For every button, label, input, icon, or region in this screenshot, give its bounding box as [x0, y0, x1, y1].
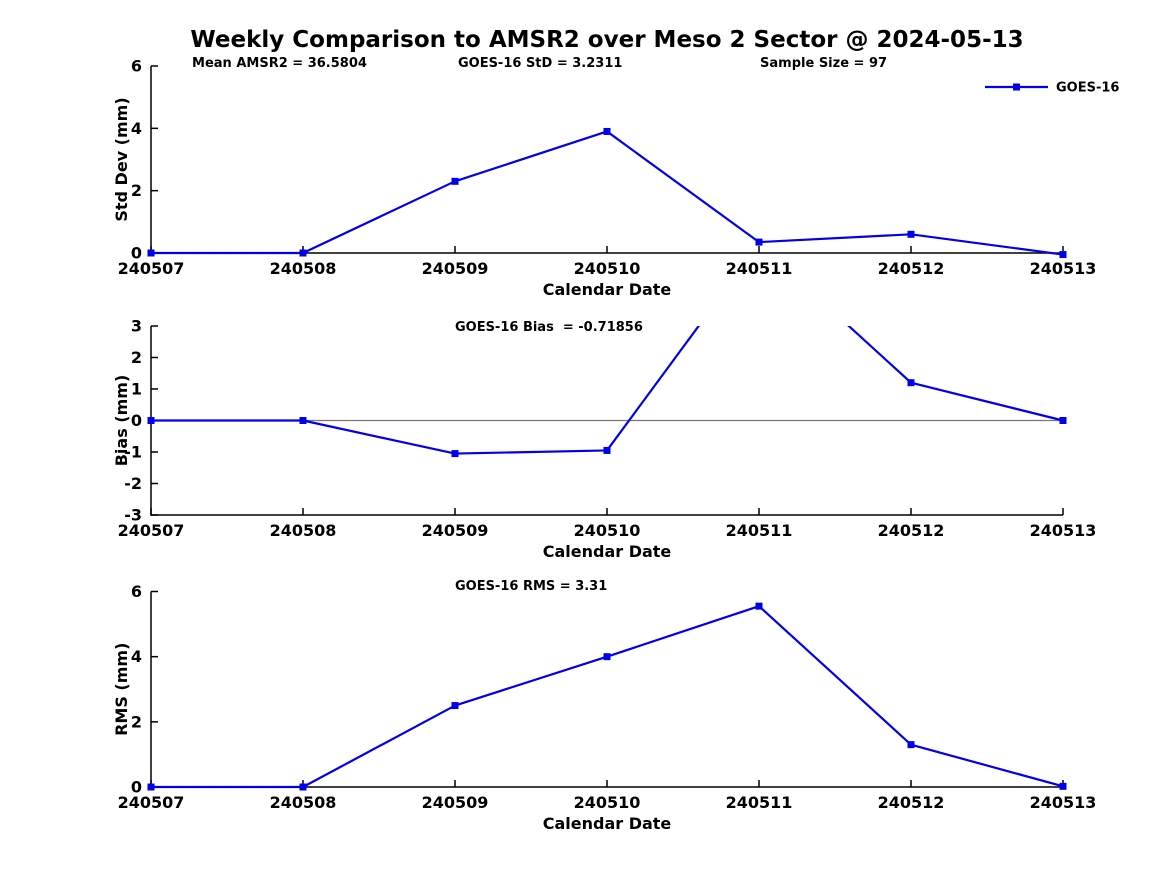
data-point-marker [603, 127, 611, 135]
annotation-text: Sample Size = 97 [760, 56, 887, 71]
annotation-text: GOES-16 StD = 3.2311 [458, 56, 622, 71]
chart-title: Weekly Comparison to AMSR2 over Meso 2 S… [190, 27, 1024, 53]
x-tick-label: 240513 [1030, 259, 1097, 278]
legend-marker [1013, 83, 1020, 91]
y-tick-label: 6 [131, 57, 142, 76]
y-tick-label: 0 [131, 244, 142, 263]
x-tick-label: 240507 [118, 259, 185, 278]
y-tick-label: -1 [124, 443, 142, 462]
x-tick-label: 240507 [118, 793, 185, 812]
series-markers [147, 379, 1067, 458]
data-point-marker [907, 741, 915, 749]
data-point-marker [299, 249, 307, 257]
data-point-marker [299, 417, 307, 424]
x-axis-label: Calendar Date [543, 814, 672, 833]
data-point-marker [907, 230, 915, 238]
data-point-marker [755, 238, 763, 246]
y-tick-label: 0 [131, 778, 142, 797]
legend: GOES-16 [985, 81, 1119, 96]
x-tick-label: 240511 [726, 793, 793, 812]
panel-rms: 240507 240508 240509 240510 240511 240512 2405… [112, 579, 1096, 833]
y-tick-label: 0 [131, 411, 142, 430]
x-tick-label: 240508 [270, 793, 337, 812]
x-tick-label: 240512 [878, 793, 945, 812]
data-point-marker [147, 249, 155, 257]
annotation-text: GOES-16 RMS = 3.31 [455, 579, 607, 594]
series-line-goes-16 [151, 130, 1064, 256]
x-tick-label: 240511 [726, 259, 793, 278]
x-axis-label: Calendar Date [543, 280, 672, 299]
y-tick-label: 4 [131, 647, 142, 666]
data-point-marker [147, 783, 155, 791]
y-tick-label: 2 [131, 181, 142, 200]
data-point-marker [451, 450, 459, 458]
x-tick-label: 240508 [270, 259, 337, 278]
data-point-marker [1059, 251, 1067, 259]
x-tick-label: 240509 [422, 521, 489, 540]
y-tick-label: 2 [131, 348, 142, 367]
y-tick-label: 1 [131, 380, 142, 399]
data-point-marker [1059, 417, 1067, 424]
x-tick-label: 240513 [1030, 793, 1097, 812]
annotation-text: Mean AMSR2 = 36.5804 [192, 56, 367, 71]
data-point-marker [1059, 782, 1067, 790]
x-tick-label: 240508 [270, 521, 337, 540]
y-axis-label: Std Dev (mm) [112, 97, 131, 221]
x-tick-label: 240510 [574, 259, 641, 278]
series-line-goes-16 [151, 605, 1064, 789]
data-point-marker [299, 783, 307, 791]
x-tick-label: 240509 [422, 793, 489, 812]
x-tick-label: 240512 [878, 259, 945, 278]
x-tick-label: 240510 [574, 521, 641, 540]
x-tick-label: 240509 [422, 259, 489, 278]
series-markers [147, 602, 1067, 791]
annotation-text: GOES-16 Bias = -0.71856 [455, 320, 643, 335]
data-point-marker [451, 702, 459, 710]
x-axis-label: Calendar Date [543, 542, 672, 561]
data-point-marker [603, 653, 611, 661]
y-tick-label: 4 [131, 119, 142, 138]
x-tick-label: 240512 [878, 521, 945, 540]
panel-bias: 240507 240508 240509 240510 240511 240512 2405… [112, 317, 1097, 562]
y-axis-label: RMS (mm) [112, 643, 131, 736]
data-point-marker [603, 446, 611, 454]
legend-label: GOES-16 [1056, 81, 1119, 96]
x-tick-label: 240510 [574, 793, 641, 812]
y-tick-label: 3 [131, 317, 142, 336]
y-tick-label: -3 [124, 506, 142, 525]
series-markers [147, 127, 1067, 259]
x-tick-label: 240513 [1030, 521, 1097, 540]
panel-stddev: 240507 240508 240509 240510 240511 240512 2405… [112, 56, 1119, 299]
data-point-marker [451, 177, 459, 185]
data-point-marker [147, 417, 155, 424]
y-tick-label: -2 [124, 474, 142, 493]
data-point-marker [907, 379, 915, 387]
y-axis-label: Bias (mm) [112, 375, 131, 467]
y-tick-label: 6 [131, 582, 142, 601]
data-point-marker [755, 602, 763, 610]
y-tick-label: 2 [131, 712, 142, 731]
x-tick-label: 240511 [726, 521, 793, 540]
x-tick-label: 240507 [118, 521, 185, 540]
